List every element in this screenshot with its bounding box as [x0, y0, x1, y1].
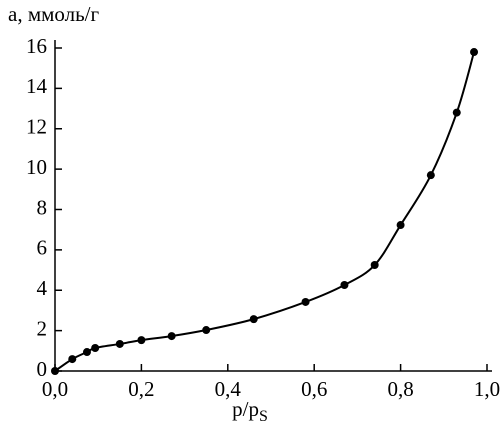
x-label-main: p/p [232, 397, 259, 421]
data-point [91, 343, 100, 352]
x-tick-label: 0,8 [387, 377, 413, 401]
y-tick-label: 12 [26, 115, 47, 139]
data-point [51, 367, 59, 375]
series-line [54, 51, 476, 372]
y-tick-label: 10 [26, 155, 47, 179]
y-tick-label: 14 [26, 74, 48, 98]
y-tick-label: 16 [26, 34, 47, 58]
data-point [115, 339, 124, 348]
data-point [370, 261, 379, 270]
data-point [249, 315, 258, 324]
x-tick-label: 0,2 [128, 377, 154, 401]
x-tick-label: 1,0 [474, 377, 500, 401]
data-point [340, 281, 349, 290]
x-axis-label: p/pS [232, 397, 268, 425]
data-point [68, 355, 77, 364]
y-tick-label: 4 [37, 276, 48, 300]
data-point [137, 336, 146, 345]
y-tick-label: 6 [37, 236, 48, 260]
data-point [470, 48, 479, 57]
y-tick-label: 0 [37, 357, 48, 381]
y-axis-label: a, ммоль/г [8, 2, 100, 26]
x-tick-label: 0,6 [301, 377, 327, 401]
x-label-sub: S [259, 408, 268, 425]
data-point [452, 108, 461, 117]
data-point [426, 171, 435, 180]
data-point [396, 221, 405, 230]
data-point [301, 297, 310, 306]
x-tick-label: 0,0 [42, 377, 68, 401]
data-point [202, 326, 211, 335]
x-tick-label: 0,4 [215, 377, 242, 401]
data-point [82, 348, 91, 357]
y-tick-label: 2 [37, 316, 48, 340]
data-point [167, 332, 176, 341]
y-tick-label: 8 [37, 195, 48, 219]
